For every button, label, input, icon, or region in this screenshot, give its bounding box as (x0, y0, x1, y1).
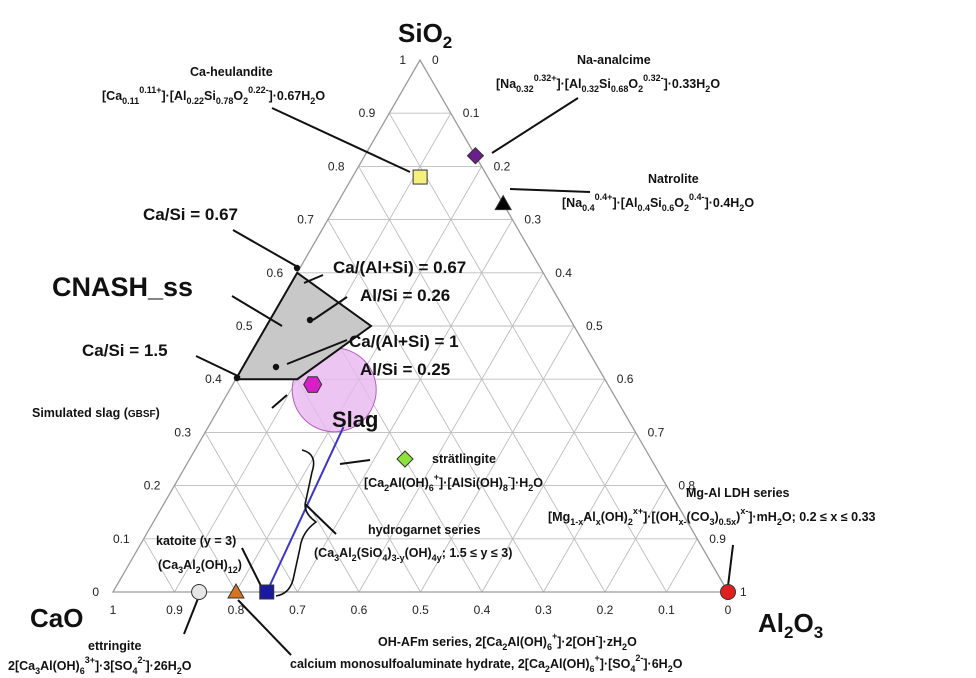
tick-label-bottom: 1 (110, 603, 117, 617)
tick-label-bottom: 0.2 (597, 603, 614, 617)
marker-str-tlingite (396, 450, 414, 468)
cnash-vertex-dot (293, 264, 301, 272)
ca-alsi-067-label: Ca/(Al+Si) = 0.67 (333, 258, 466, 277)
grid-line-cao (235, 378, 360, 593)
slag-label: Slag (332, 407, 378, 432)
grid-line-al2o3 (604, 485, 667, 593)
cnash-ss-label: CNASH_ss (52, 272, 193, 302)
right-edge-ticks: 0 0.1 0.2 0.3 0.4 0.5 0.6 0.7 0.8 0.9 1 (432, 53, 747, 599)
tick-label-left: 0.9 (359, 106, 376, 120)
tick-label-left: 0.5 (236, 319, 253, 333)
tick-label-bottom: 0 (725, 603, 732, 617)
grid-line-cao (204, 432, 298, 593)
tick-label-left: 1 (399, 53, 406, 67)
data-markers (191, 147, 736, 600)
al-si-026-label: Al/Si = 0.26 (360, 286, 450, 305)
ca-heulandite-name: Ca-heulandite (190, 65, 273, 79)
cnash-vertex-dot (272, 363, 280, 371)
grid-line-al2o3 (543, 432, 636, 593)
mgal-ldh-name: Mg-Al LDH series (686, 486, 790, 500)
tick-label-bottom: 0.6 (351, 603, 368, 617)
natrolite-name: Natrolite (648, 172, 699, 186)
grid-line-cao (143, 538, 175, 593)
tick-label-right: 0.3 (524, 213, 541, 227)
tick-label-bottom: 0.1 (658, 603, 675, 617)
tick-label-bottom: 0.9 (166, 603, 183, 617)
cnash-vertex-dot (233, 374, 241, 382)
tick-label-right: 0.1 (463, 106, 480, 120)
oh-afm-formula: OH-AFm series, 2[Ca2Al(OH)6+]·2[OH-]·zH2… (378, 631, 637, 652)
tick-label-left: 0.1 (113, 532, 130, 546)
ettringite-name: ettringite (88, 639, 142, 653)
cnash-ss-region (234, 271, 373, 381)
leader-lines (183, 97, 734, 656)
mgal-ldh-formula: [Mg1-xAlx(OH)2x+]·[(OHx-(CO3)0.5x)x-]·mH… (548, 506, 876, 527)
tick-label-right: 0.6 (617, 372, 634, 386)
bottom-edge-ticks: 1 0.9 0.8 0.7 0.6 0.5 0.4 0.3 0.2 0.1 0 (110, 603, 732, 617)
stratlingite-formula: [Ca2Al(OH)6+]·[AlSi(OH)8-]·H2O (364, 472, 543, 493)
hydrogarnet-brace (275, 449, 318, 597)
left-edge-ticks: 1 0.9 0.8 0.7 0.6 0.5 0.4 0.3 0.2 0.1 0 (92, 53, 406, 599)
grid-line-cao (388, 112, 667, 593)
tick-label-right: 1 (740, 585, 747, 599)
natrolite-formula: [Na0.40.4+]·[Al0.4Si0.6O20.4-]·0.4H2O (562, 192, 754, 213)
tick-label-right: 0.2 (494, 159, 511, 173)
marker-mg-al-ldh (720, 584, 736, 600)
ca-si-15-label: Ca/Si = 1.5 (82, 341, 168, 360)
ca-si-067-label: Ca/Si = 0.67 (143, 205, 238, 224)
grid-line-al2o3 (481, 378, 606, 593)
tick-label-left: 0.7 (297, 213, 314, 227)
marker-simulated-slag (303, 376, 323, 393)
tick-label-left: 0.4 (205, 372, 222, 386)
tick-label-left: 0.6 (267, 266, 284, 280)
simulated-slag-label: Simulated slag (GBSF) (32, 406, 160, 420)
vertex-label-sio2: SiO2 (398, 18, 452, 52)
tick-label-left: 0.8 (328, 159, 345, 173)
marker-ettringite (191, 584, 208, 600)
tick-label-right: 0.8 (678, 479, 695, 493)
hydrogarnet-name: hydrogarnet series (368, 523, 481, 537)
tick-label-bottom: 0.7 (289, 603, 306, 617)
marker-katoite (259, 584, 275, 600)
tick-label-left: 0.3 (174, 425, 191, 439)
marker-natrolite (494, 194, 513, 211)
tick-label-bottom: 0.5 (412, 603, 429, 617)
tick-label-right: 0.9 (709, 532, 726, 546)
cnash-vertex-dot (306, 316, 314, 324)
al-si-025-label: Al/Si = 0.25 (360, 360, 450, 379)
grid-line-al2o3 (297, 219, 513, 593)
na-analcime-name: Na-analcime (577, 53, 651, 67)
grid-line-cao (327, 219, 544, 593)
tick-label-bottom: 0.4 (474, 603, 491, 617)
tick-label-left: 0.2 (144, 479, 161, 493)
grid-line-al2o3 (666, 538, 698, 593)
vertex-label-al2o3: Al2O3 (758, 608, 823, 642)
ca-alsi-1-label: Ca/(Al+Si) = 1 (349, 332, 459, 351)
ca-heulandite-formula: [Ca0.110.11+]·[Al0.22Si0.78O20.22-]·0.67… (102, 85, 325, 106)
tick-label-right: 0.7 (648, 425, 665, 439)
stratlingite-name: strätlingite (432, 452, 496, 466)
vertex-label-cao: CaO (30, 603, 83, 633)
katoite-formula: (Ca3Al2(OH)12) (158, 558, 242, 575)
grid-line-al2o3 (420, 325, 575, 593)
tick-label-right: 0.5 (586, 319, 603, 333)
tick-label-right: 0.4 (555, 266, 572, 280)
na-analcime-formula: [Na0.320.32+]·[Al0.32Si0.68O20.32-]·0.33… (496, 73, 720, 94)
hydrogarnet-formula: (Ca3Al2(SiO4)3-y(OH)4y; 1.5 ≤ y ≤ 3) (314, 546, 512, 563)
katoite-name: katoite (y = 3) (156, 534, 236, 548)
tick-label-left: 0 (92, 585, 99, 599)
ettringite-formula: 2[Ca3Al(OH)63+]·3[SO42-]·26H2O (8, 655, 192, 676)
marker-ca-heulandite (412, 169, 428, 185)
monosulfoaluminate-formula: calcium monosulfoaluminate hydrate, 2[Ca… (290, 653, 683, 674)
marker-oh-afm-monosulfoaluminate (227, 582, 245, 599)
tick-label-right: 0 (432, 53, 439, 67)
tick-label-bottom: 0.3 (535, 603, 552, 617)
grid-line-cao (174, 485, 237, 593)
tick-label-bottom: 0.8 (228, 603, 245, 617)
marker-na-analcime (466, 147, 485, 165)
